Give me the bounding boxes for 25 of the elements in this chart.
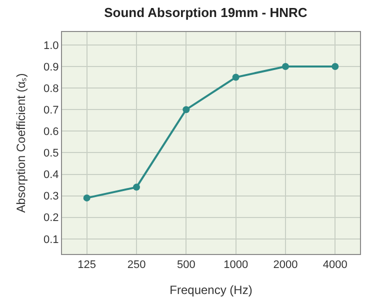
x-tick-label: 4000 xyxy=(322,259,348,272)
x-tick-label: 125 xyxy=(78,259,96,272)
point xyxy=(232,74,240,81)
y-tick-label: 1.0 xyxy=(44,40,59,52)
x-tick-label: 1000 xyxy=(224,259,248,272)
y-tick-label: 0.7 xyxy=(44,104,59,116)
y-axis-title: Absorption Coefficient (αₛ) xyxy=(14,73,28,213)
x-axis-title: Frequency (Hz) xyxy=(170,283,252,298)
y-tick-label: 0.5 xyxy=(44,148,59,160)
x-tick-label: 250 xyxy=(127,259,146,272)
point xyxy=(83,194,90,202)
y-tick-label: 0.4 xyxy=(44,169,59,182)
point xyxy=(282,62,289,70)
y-tick-label: 0.8 xyxy=(44,82,59,95)
y-tick-label: 0.2 xyxy=(44,212,59,224)
y-tick-label: 0.1 xyxy=(44,234,59,246)
x-tick-label: 2000 xyxy=(273,259,298,272)
chart-title: Sound Absorption 19mm - HNRC xyxy=(104,4,308,20)
x-tick-label: 500 xyxy=(176,259,196,272)
y-tick-label: 0.9 xyxy=(44,61,59,74)
point xyxy=(182,106,190,114)
y-tick-label: 0.3 xyxy=(44,190,59,203)
y-tick-label: 0.6 xyxy=(44,126,59,138)
point xyxy=(133,184,140,191)
point xyxy=(332,62,339,70)
